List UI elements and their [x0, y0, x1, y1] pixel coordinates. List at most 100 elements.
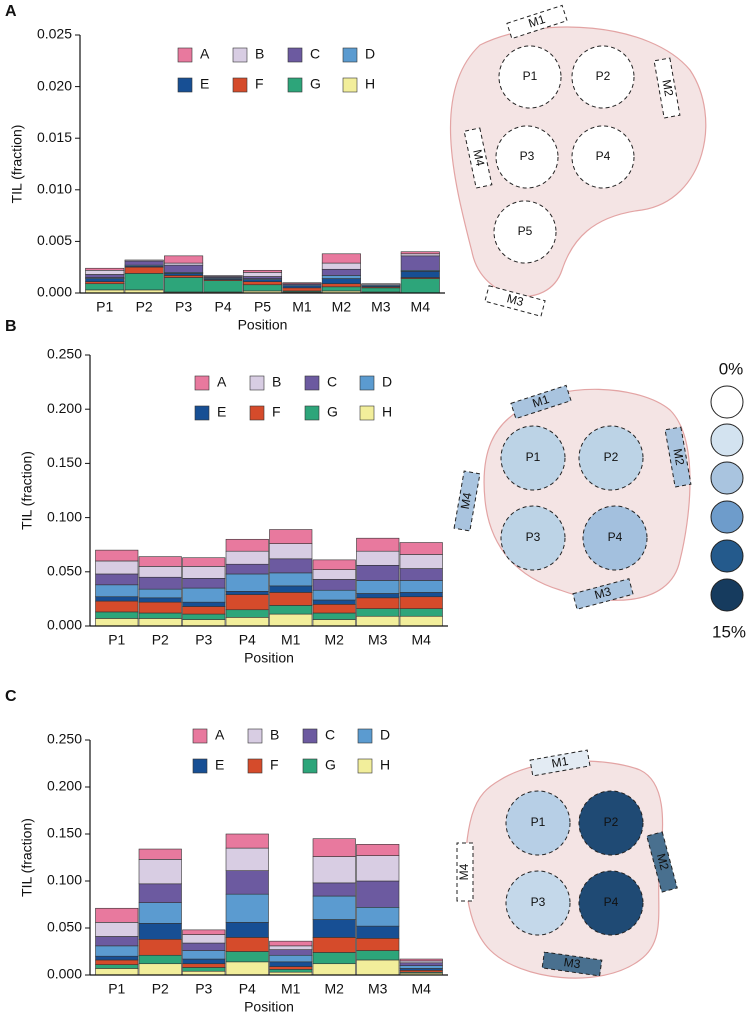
bar-segment [182, 950, 226, 960]
scale-swatch [710, 461, 744, 495]
diagram-c: P1 P2 P3 P4 M1 M2 M3 M4 [456, 749, 678, 979]
y-tick-label: 0.005 [37, 232, 72, 248]
bar-segment [361, 283, 401, 286]
bar-segment [182, 606, 226, 615]
scale-swatch [710, 385, 744, 419]
bar-segment [356, 950, 400, 961]
bar-segment [95, 922, 139, 937]
x-tick-label: P4 [214, 299, 231, 315]
legend-swatch [192, 728, 208, 744]
bar-segment [182, 967, 226, 972]
bar-segment [164, 277, 204, 293]
bar-segment [124, 273, 164, 291]
bar-segment [182, 929, 226, 935]
bar-segment [400, 251, 440, 255]
bar-segment [85, 267, 125, 271]
legend-swatch [342, 77, 358, 93]
bar-segment [399, 615, 443, 627]
legend-swatch [304, 375, 320, 391]
legend-label: E [215, 757, 224, 773]
y-tick-label: 0.150 [47, 825, 82, 841]
bar-segment [203, 280, 243, 293]
pocket-label: P3 [520, 149, 535, 163]
scale-min-label: 0% [719, 359, 744, 378]
legend-label: F [270, 757, 279, 773]
pocket [571, 45, 635, 109]
bar-segment [138, 588, 182, 599]
bar-segment [356, 537, 400, 552]
bar-segment [225, 591, 269, 595]
scale-swatch [710, 539, 744, 573]
diagram-b: P1 P2 P3 P4 M1 M2 M3 M4 [453, 384, 692, 610]
legend-label: D [382, 374, 392, 390]
legend-swatch [194, 405, 210, 421]
bar-segment [182, 934, 226, 944]
bar-segment [356, 907, 400, 927]
bar-segment [269, 558, 313, 574]
bar-segment [95, 959, 139, 965]
bar-segment [361, 287, 401, 293]
bar-segment [138, 848, 182, 860]
legend-label: G [310, 76, 321, 92]
bar-segment [269, 945, 313, 950]
margin [646, 831, 678, 893]
bar-segment [242, 269, 283, 273]
y-tick-label: 0.000 [47, 617, 82, 633]
bar-segment [182, 557, 226, 567]
bar-segment [269, 572, 313, 587]
bar-segment [269, 592, 313, 606]
legend-label: F [255, 76, 264, 92]
bar-segment [321, 278, 361, 285]
bar-segment [400, 253, 440, 257]
pocket [500, 505, 566, 571]
bar-segment [242, 284, 283, 292]
bar-segment [242, 281, 283, 286]
bar-segment [399, 608, 443, 617]
bar-segment [138, 612, 182, 619]
x-tick-label: P1 [108, 632, 125, 648]
bar-segment [95, 584, 139, 598]
bar-segment [242, 272, 283, 277]
bar-segment [399, 554, 443, 569]
pocket [505, 790, 571, 856]
bar-segment [399, 592, 443, 598]
bar-segment [312, 919, 356, 938]
bar-segment [138, 597, 182, 603]
bar-segment [138, 566, 182, 578]
legend-label: G [327, 404, 338, 420]
bar-segment [356, 844, 400, 856]
margin [484, 285, 546, 317]
margin-label: M2 [659, 78, 676, 97]
bar-segment [95, 596, 139, 602]
legend-swatch [194, 375, 210, 391]
bar-segment [225, 563, 269, 575]
legend-label: G [325, 757, 336, 773]
margin-label: M3 [593, 584, 613, 602]
pocket [500, 425, 566, 491]
bar-segment [85, 274, 125, 278]
margin-label: M1 [527, 12, 547, 31]
margin [456, 842, 474, 902]
legend-label: H [380, 757, 390, 773]
pocket [495, 125, 559, 189]
scale-max-label: 15% [712, 622, 746, 641]
pocket-label: P4 [604, 895, 619, 909]
bar-segment [356, 925, 400, 939]
bar-segment [95, 945, 139, 957]
bar-segment [182, 963, 226, 968]
bar-segment [225, 893, 269, 923]
legend-label: E [217, 404, 226, 420]
bar-segment [138, 922, 182, 940]
bar-segment [95, 618, 139, 627]
bar-segment [269, 605, 313, 615]
scale-swatch [710, 500, 744, 534]
legend-swatch [357, 758, 373, 774]
bar-segment [312, 559, 356, 570]
legend-swatch [247, 728, 263, 744]
bar-segment [269, 969, 313, 973]
bar-segment [85, 283, 125, 291]
bar-segment [356, 597, 400, 609]
bar-segment [138, 576, 182, 590]
bar-segment [282, 282, 322, 285]
